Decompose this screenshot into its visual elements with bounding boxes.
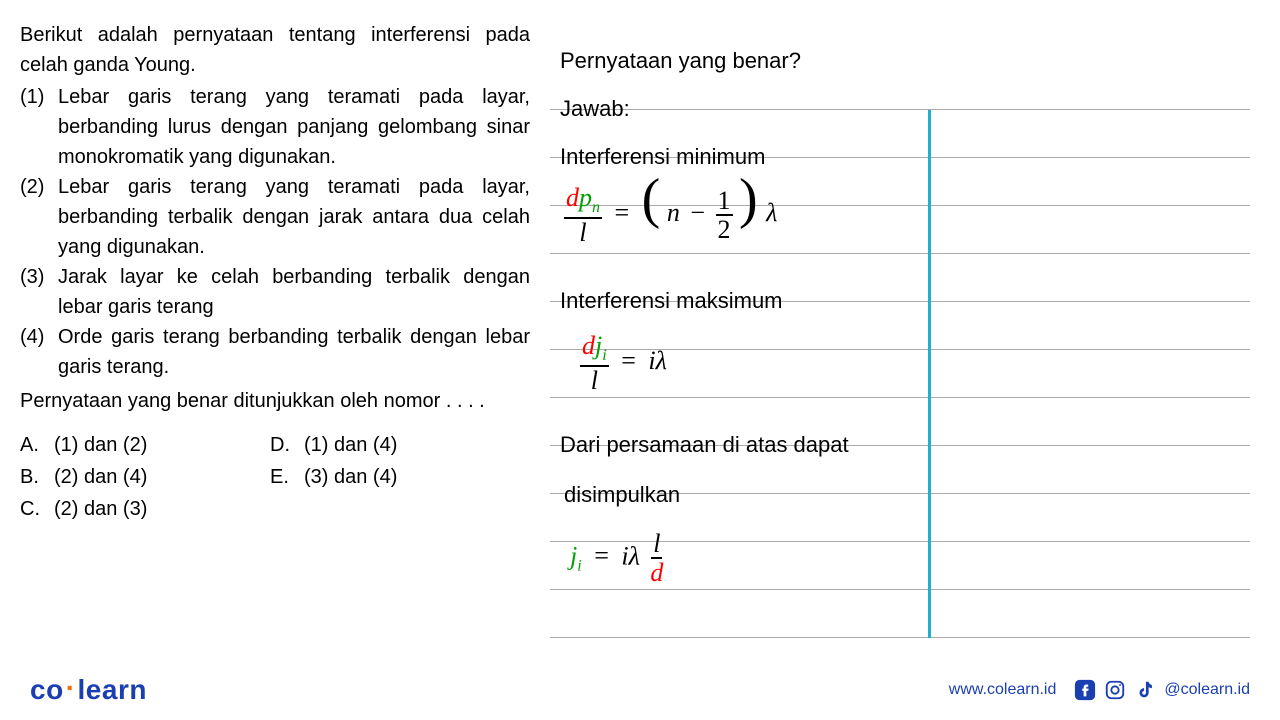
footer-right: www.colearn.id @colearn.id: [949, 679, 1250, 701]
eq-lambda: λ: [629, 541, 640, 570]
option-column: A. (1) dan (2) B. (2) dan (4) C. (2) dan…: [20, 430, 270, 526]
option-text: (3) dan (4): [304, 462, 397, 492]
eq-i: i: [648, 346, 655, 375]
logo: co·learn: [30, 674, 147, 706]
eq-i: i: [621, 541, 628, 570]
logo-dot: ·: [64, 672, 78, 703]
rule-line: [550, 590, 1250, 638]
option-text: (2) dan (4): [54, 462, 147, 492]
statement-item: (3) Jarak layar ke celah berbanding terb…: [20, 262, 530, 322]
statement-number: (3): [20, 262, 58, 322]
footer: co·learn www.colearn.id @colearn.id: [0, 660, 1280, 720]
statement-list: (1) Lebar garis terang yang teramati pad…: [20, 82, 530, 382]
option-item: D. (1) dan (4): [270, 430, 520, 460]
statement-text: Orde garis terang berbanding terbalik de…: [58, 322, 530, 382]
statement-number: (2): [20, 172, 58, 262]
question-heading: Pernyataan yang benar?: [560, 48, 801, 74]
eq-minus: −: [686, 198, 709, 227]
logo-part1: co: [30, 674, 64, 705]
vertical-divider: [928, 110, 931, 638]
option-letter: A.: [20, 430, 54, 460]
equation-max: dji l = iλ: [580, 332, 667, 394]
statement-text: Lebar garis terang yang teramati pada la…: [58, 82, 530, 172]
eq-d: d: [566, 183, 579, 212]
option-letter: C.: [20, 494, 54, 524]
statement-number: (1): [20, 82, 58, 172]
logo-part2: learn: [78, 674, 147, 705]
eq-l: l: [589, 367, 600, 394]
eq-equals: =: [609, 198, 636, 227]
eq-i-sub: i: [602, 347, 606, 364]
closing-text: Pernyataan yang benar ditunjukkan oleh n…: [20, 386, 530, 416]
statement-item: (4) Orde garis terang berbanding terbali…: [20, 322, 530, 382]
option-item: B. (2) dan (4): [20, 462, 270, 492]
statement-text: Lebar garis terang yang teramati pada la…: [58, 172, 530, 262]
statement-item: (2) Lebar garis terang yang teramati pad…: [20, 172, 530, 262]
tiktok-icon: [1134, 679, 1156, 701]
option-letter: D.: [270, 430, 304, 460]
question-text: Berikut adalah pernyataan tentang interf…: [20, 20, 550, 526]
eq-l: l: [577, 219, 588, 246]
website-url: www.colearn.id: [949, 681, 1057, 699]
conclusion-line1: Dari persamaan di atas dapat: [560, 432, 849, 458]
interference-min-label: Interferensi minimum: [560, 144, 765, 170]
eq-equals: =: [588, 541, 615, 570]
interference-max-label: Interferensi maksimum: [560, 288, 783, 314]
eq-d: d: [648, 559, 665, 586]
eq-lambda: λ: [656, 346, 667, 375]
equation-conclusion: ji = iλ l d: [570, 530, 665, 587]
equation-min: dpn l = ( n − 1 2 ) λ: [564, 184, 777, 246]
statement-item: (1) Lebar garis terang yang teramati pad…: [20, 82, 530, 172]
answer-options: A. (1) dan (2) B. (2) dan (4) C. (2) dan…: [20, 430, 530, 526]
option-item: C. (2) dan (3): [20, 494, 270, 524]
eq-i-sub: i: [577, 557, 581, 574]
facebook-icon: [1074, 679, 1096, 701]
eq-lambda: λ: [764, 198, 777, 227]
eq-half-den: 2: [716, 216, 733, 243]
intro-text: Berikut adalah pernyataan tentang interf…: [20, 20, 530, 80]
option-text: (1) dan (2): [54, 430, 147, 460]
eq-n: n: [667, 198, 680, 227]
option-text: (2) dan (3): [54, 494, 147, 524]
statement-text: Jarak layar ke celah berbanding terbalik…: [58, 262, 530, 322]
statement-number: (4): [20, 322, 58, 382]
option-item: E. (3) dan (4): [270, 462, 520, 492]
social-handle: @colearn.id: [1164, 681, 1250, 699]
eq-l: l: [651, 530, 662, 559]
solution-panel: Pernyataan yang benar? Jawab: Interferen…: [550, 20, 1250, 526]
eq-n-sub: n: [592, 199, 600, 216]
option-text: (1) dan (4): [304, 430, 397, 460]
answer-heading: Jawab:: [560, 96, 630, 122]
option-column: D. (1) dan (4) E. (3) dan (4): [270, 430, 520, 526]
eq-equals: =: [615, 346, 642, 375]
eq-d: d: [582, 331, 595, 360]
eq-half-num: 1: [716, 187, 733, 216]
eq-p: p: [579, 183, 592, 212]
option-item: A. (1) dan (2): [20, 430, 270, 460]
option-letter: E.: [270, 462, 304, 492]
social-icons: @colearn.id: [1074, 679, 1250, 701]
option-letter: B.: [20, 462, 54, 492]
instagram-icon: [1104, 679, 1126, 701]
conclusion-line2: disimpulkan: [564, 482, 680, 508]
